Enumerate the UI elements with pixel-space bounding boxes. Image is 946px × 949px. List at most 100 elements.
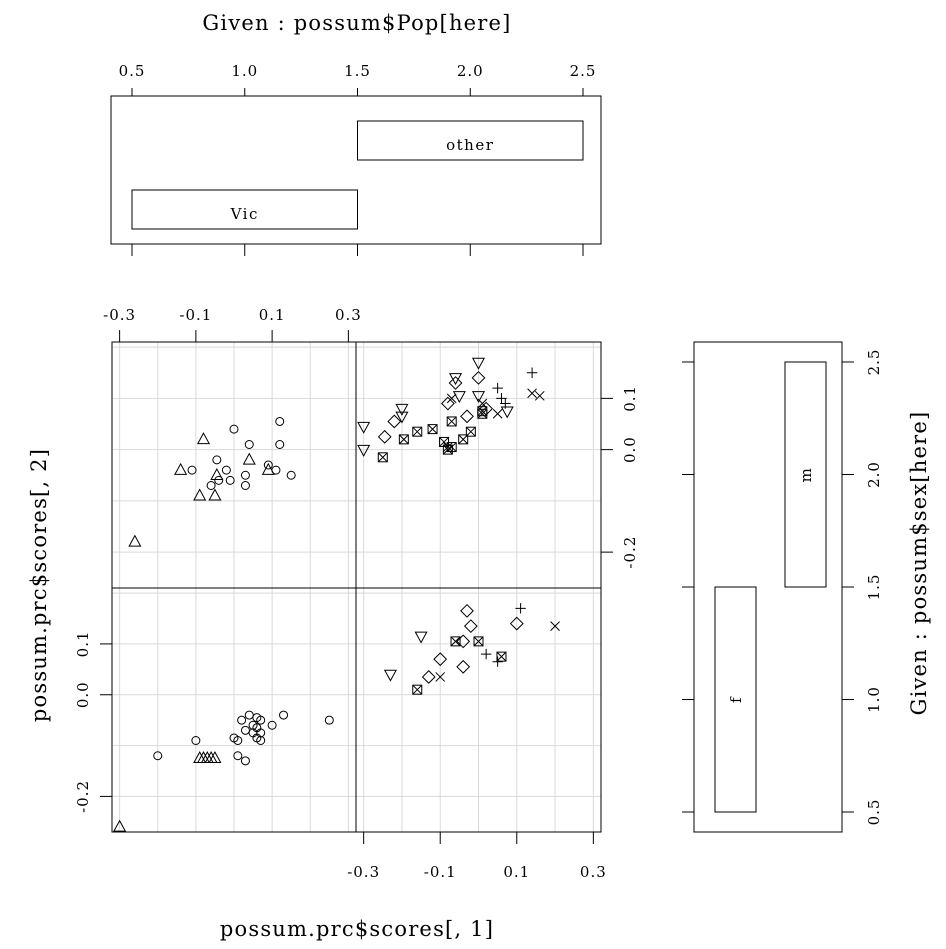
point-boxed-x-cross <box>427 424 438 434</box>
point-circle <box>214 475 224 485</box>
x-tick-label: -0.1 <box>424 863 457 881</box>
scatter-axes: -0.3 -0.1 0.1 0.3 -0.3 -0.1 0.1 0.3 -0.2 0.0 0.1 -0… <box>74 306 639 881</box>
point-boxed-x <box>446 416 457 427</box>
point-boxed-x-cross <box>450 636 461 647</box>
given-pop-panel: 0.5 1.0 1.5 2.0 2.5 Vic other <box>110 62 602 256</box>
point-triangle <box>113 819 127 832</box>
point-triangle <box>200 751 214 763</box>
given-pop-intervals: Vic other <box>131 120 584 230</box>
point-down-triangle <box>395 411 409 424</box>
panel-other-f <box>355 587 602 833</box>
y-tick-label: 0.0 <box>74 681 92 708</box>
point-down-triangle <box>471 391 486 404</box>
tick-label: 0.5 <box>865 799 883 826</box>
tick-label: 1.0 <box>865 686 883 713</box>
given-pop-label: Given : possum$Pop[here] <box>202 11 511 35</box>
given-pop-frame <box>110 95 602 245</box>
point-circle <box>240 725 250 735</box>
panel-Vic-f <box>111 587 357 833</box>
given-sex-intervals: fm <box>714 361 827 813</box>
point-circle <box>229 424 239 434</box>
point-circle <box>279 710 289 720</box>
point-boxed-x-cross <box>473 636 484 647</box>
point-circle <box>240 481 250 490</box>
point-boxed-x <box>496 651 507 662</box>
y-tick-label: 0.0 <box>621 436 639 463</box>
point-x <box>492 408 503 419</box>
point-circle <box>256 715 266 725</box>
point-triangle <box>193 488 207 501</box>
point-circle <box>271 465 281 475</box>
point-x <box>550 621 560 631</box>
point-diamond <box>479 401 494 416</box>
point-boxed-x <box>465 426 476 437</box>
point-boxed-x <box>446 442 457 453</box>
tick-label: 2.0 <box>457 62 484 80</box>
point-boxed-x <box>377 452 388 463</box>
tick-label: 2.5 <box>570 62 597 80</box>
point-triangle <box>208 488 222 501</box>
point-down-triangle <box>414 631 428 644</box>
point-circle <box>233 751 243 761</box>
point-boxed-x-cross <box>412 426 423 437</box>
point-circle <box>275 440 285 449</box>
given-interval-label: m <box>797 467 815 483</box>
point-circle <box>225 475 235 485</box>
point-plus <box>526 367 538 378</box>
point-x <box>446 393 457 404</box>
x-axis-label: possum.prc$scores[, 1] <box>220 917 494 941</box>
point-boxed-x <box>412 426 423 437</box>
given-interval-other <box>357 120 584 161</box>
x-tick-label: 0.1 <box>259 306 286 324</box>
point-triangle <box>204 751 218 763</box>
point-boxed-x <box>412 684 423 695</box>
point-boxed-x-cross <box>398 434 409 445</box>
given-sex-panel: 0.51.01.52.02.5 fm <box>682 341 883 833</box>
point-boxed-x <box>442 444 453 455</box>
y-tick-label: -0.2 <box>74 780 92 813</box>
point-diamond <box>448 376 463 390</box>
point-triangle <box>210 468 224 480</box>
point-down-triangle <box>500 406 514 419</box>
point-down-triangle <box>452 391 466 404</box>
point-down-triangle <box>357 444 371 457</box>
scatter-panels <box>111 341 602 833</box>
point-x <box>527 388 537 399</box>
point-down-triangle <box>471 357 486 370</box>
tick-label: 1.5 <box>344 62 371 80</box>
point-diamond <box>456 659 471 674</box>
point-diamond <box>377 429 392 444</box>
point-circle <box>212 455 222 465</box>
given-sex-axis: 0.5 1.0 1.5 2.0 2.5 <box>682 349 883 826</box>
x-tick-label: 0.3 <box>580 863 607 881</box>
point-circle <box>256 736 266 745</box>
point-triangle <box>208 751 222 763</box>
point-circle <box>153 751 163 761</box>
point-triangle <box>261 462 275 475</box>
point-circle <box>206 481 216 490</box>
point-circle <box>267 720 277 730</box>
point-circle <box>191 736 201 745</box>
x-tick-label: -0.1 <box>179 306 212 324</box>
point-circle <box>244 440 254 449</box>
point-triangle <box>196 751 211 763</box>
x-tick-label: 0.3 <box>335 306 362 324</box>
given-interval-f <box>714 586 757 813</box>
point-circle <box>240 470 250 480</box>
panel-Vic-m <box>111 341 357 589</box>
y-tick-label: 0.1 <box>74 630 92 657</box>
point-circle <box>324 715 334 725</box>
point-boxed-x <box>398 434 409 445</box>
point-down-triangle <box>395 403 409 416</box>
x-tick-label: -0.3 <box>347 863 380 881</box>
point-circle <box>275 416 285 426</box>
point-boxed-x-cross <box>412 684 423 695</box>
point-triangle <box>242 452 256 465</box>
y-tick-label: -0.2 <box>621 536 639 569</box>
panel-other-m <box>355 341 602 589</box>
point-diamond <box>471 370 486 385</box>
y-tick-label: 0.1 <box>621 385 639 412</box>
point-boxed-x-cross <box>446 442 457 452</box>
given-interval-label: other <box>446 136 494 154</box>
point-circle <box>233 736 243 745</box>
